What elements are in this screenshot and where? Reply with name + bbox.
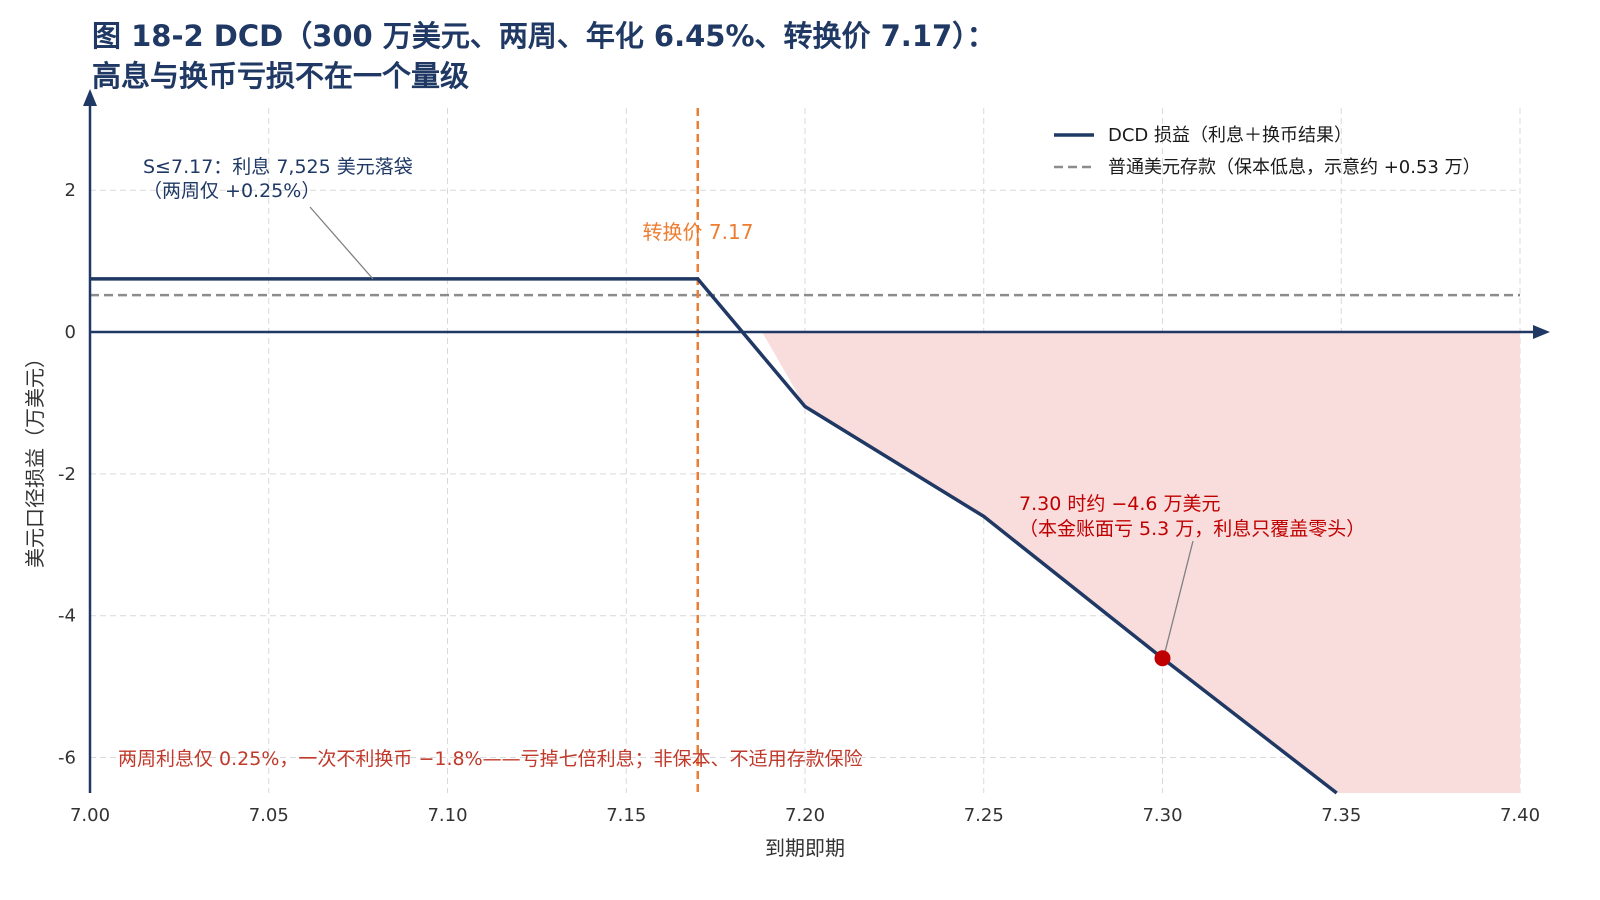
x-tick-label: 7.35 bbox=[1321, 805, 1361, 826]
title-line-1: 图 18-2 DCD（300 万美元、两周、年化 6.45%、转换价 7.17）… bbox=[92, 19, 996, 53]
chart-title: 图 18-2 DCD（300 万美元、两周、年化 6.45%、转换价 7.17）… bbox=[92, 16, 996, 96]
x-axis-label: 到期即期 bbox=[765, 836, 845, 860]
legend-dcd-label: DCD 损益（利息＋换币结果） bbox=[1108, 125, 1352, 146]
axes bbox=[83, 89, 1550, 793]
y-axis-arrow-icon bbox=[83, 89, 97, 106]
interest-annotation-leader bbox=[309, 206, 374, 280]
y-tick-labels: 2 0 -2 -4 -6 bbox=[58, 180, 76, 768]
dcd-series-line bbox=[90, 277, 1338, 795]
highlight-point bbox=[1154, 650, 1171, 667]
y-tick-label: -6 bbox=[58, 748, 76, 769]
y-tick-label: 2 bbox=[65, 180, 76, 201]
x-tick-label: 7.30 bbox=[1142, 805, 1182, 826]
title-line-2: 高息与换币亏损不在一个量级 bbox=[92, 59, 470, 93]
x-axis-arrow-icon bbox=[1533, 325, 1550, 340]
y-axis-label: 美元口径损益（万美元） bbox=[23, 348, 47, 568]
y-tick-label: -2 bbox=[58, 464, 76, 485]
strike-label: 转换价 7.17 bbox=[643, 220, 754, 244]
interest-annotation-line-1: S≤7.17：利息 7,525 美元落袋 bbox=[143, 156, 413, 178]
loss-annotation-line-1: 7.30 时约 −4.6 万美元 bbox=[1019, 493, 1221, 515]
loss-annotation-line-2: （本金账面亏 5.3 万，利息只覆盖零头） bbox=[1019, 518, 1365, 540]
x-tick-labels: 7.00 7.05 7.10 7.15 7.20 7.25 7.30 7.35 7.40 bbox=[70, 805, 1540, 826]
legend: DCD 损益（利息＋换币结果） 普通美元存款（保本低息，示意约 +0.53 万） bbox=[1054, 125, 1481, 178]
y-tick-label: -4 bbox=[58, 606, 76, 627]
footer-note: 两周利息仅 0.25%，一次不利换币 −1.8%——亏掉七倍利息；非保本、不适用… bbox=[118, 748, 863, 770]
interest-annotation-line-2: （两周仅 +0.25%） bbox=[143, 180, 320, 202]
x-tick-label: 7.20 bbox=[785, 805, 825, 826]
legend-deposit-label: 普通美元存款（保本低息，示意约 +0.53 万） bbox=[1108, 157, 1481, 178]
x-tick-label: 7.05 bbox=[249, 805, 289, 826]
x-tick-label: 7.40 bbox=[1500, 805, 1540, 826]
x-tick-label: 7.00 bbox=[70, 805, 110, 826]
x-tick-label: 7.25 bbox=[964, 805, 1004, 826]
x-tick-label: 7.15 bbox=[606, 805, 646, 826]
y-tick-label: 0 bbox=[65, 322, 76, 343]
loss-region bbox=[762, 332, 1520, 793]
loss-annotation-leader bbox=[1164, 540, 1194, 653]
x-tick-label: 7.10 bbox=[427, 805, 467, 826]
